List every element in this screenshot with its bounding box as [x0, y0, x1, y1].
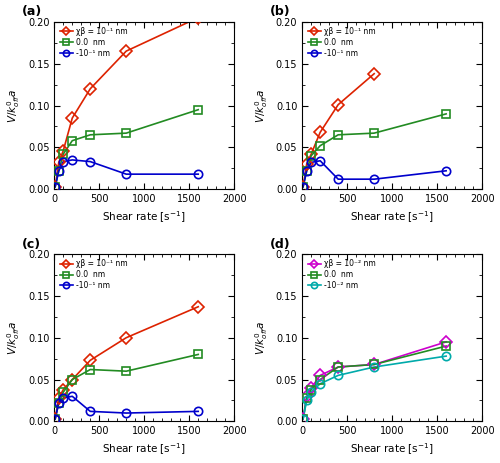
Text: (b): (b): [270, 6, 290, 19]
X-axis label: Shear rate [s$^{-1}$]: Shear rate [s$^{-1}$]: [350, 442, 434, 457]
Legend: χβ = 10⁻¹ nm, 0.0  nm, -10⁻¹ nm: χβ = 10⁻¹ nm, 0.0 nm, -10⁻¹ nm: [306, 25, 378, 59]
Legend: χβ = 10⁻¹ nm, 0.0  nm, -10⁻¹ nm: χβ = 10⁻¹ nm, 0.0 nm, -10⁻¹ nm: [58, 25, 130, 59]
Y-axis label: $V/k^0_{off}a$: $V/k^0_{off}a$: [254, 88, 270, 123]
Text: (a): (a): [22, 6, 42, 19]
Legend: χβ = 10⁻² nm, 0.0  nm, -10⁻² nm: χβ = 10⁻² nm, 0.0 nm, -10⁻² nm: [306, 258, 378, 292]
Y-axis label: $V/k^0_{off}a$: $V/k^0_{off}a$: [254, 321, 270, 355]
Y-axis label: $V/k^0_{off}a$: $V/k^0_{off}a$: [6, 321, 22, 355]
X-axis label: Shear rate [s$^{-1}$]: Shear rate [s$^{-1}$]: [350, 210, 434, 225]
X-axis label: Shear rate [s$^{-1}$]: Shear rate [s$^{-1}$]: [102, 210, 186, 225]
Legend: χβ = 10⁻¹ nm, 0.0  nm, -10⁻¹ nm: χβ = 10⁻¹ nm, 0.0 nm, -10⁻¹ nm: [58, 258, 130, 292]
Text: (c): (c): [22, 238, 41, 250]
X-axis label: Shear rate [s$^{-1}$]: Shear rate [s$^{-1}$]: [102, 442, 186, 457]
Y-axis label: $V/k^0_{off}a$: $V/k^0_{off}a$: [6, 88, 22, 123]
Text: (d): (d): [270, 238, 290, 250]
